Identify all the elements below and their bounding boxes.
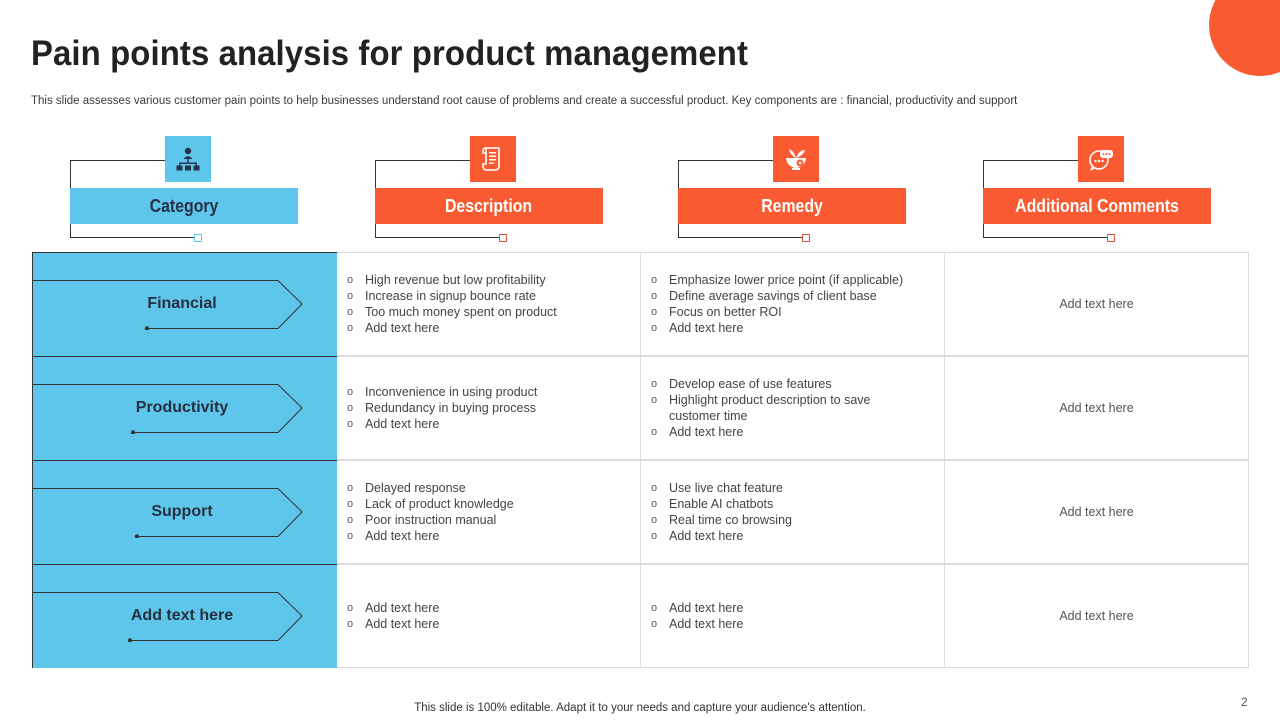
description-list: Inconvenience in using product Redundanc… xyxy=(337,384,537,432)
remedy-item: Add text here xyxy=(651,600,743,616)
remedy-list: Develop ease of use features Highlight p… xyxy=(641,376,891,440)
category-label: Support xyxy=(151,503,213,520)
description-item: Too much money spent on product xyxy=(347,304,557,320)
corner-decoration xyxy=(1209,0,1280,76)
header-label: Additional Comments xyxy=(1015,195,1179,216)
description-item: Lack of product knowledge xyxy=(347,496,514,512)
connector-dot xyxy=(499,234,507,242)
remedy-item: Focus on better ROI xyxy=(651,304,903,320)
header-label: Category xyxy=(149,195,219,216)
remedy-cell: Emphasize lower price point (if applicab… xyxy=(641,252,945,356)
header-label-bar: Additional Comments xyxy=(983,188,1211,224)
connector-dot xyxy=(1107,234,1115,242)
category-cell: Support xyxy=(32,460,337,564)
remedy-item: Enable AI chatbots xyxy=(651,496,792,512)
remedy-herb-icon xyxy=(773,136,819,182)
remedy-list: Use live chat feature Enable AI chatbots… xyxy=(641,480,792,544)
description-item: Add text here xyxy=(347,600,439,616)
page-subtitle: This slide assesses various customer pai… xyxy=(31,95,1018,107)
table-row: Support Delayed response Lack of product… xyxy=(32,460,1249,564)
category-label: Financial xyxy=(147,295,217,312)
description-item: Inconvenience in using product xyxy=(347,384,537,400)
category-cell: Productivity xyxy=(32,356,337,460)
description-cell: Add text here Add text here xyxy=(337,564,641,668)
comment-cell: Add text here xyxy=(945,356,1249,460)
remedy-item: Add text here xyxy=(651,616,743,632)
comment-text: Add text here xyxy=(1059,505,1134,519)
description-item: Increase in signup bounce rate xyxy=(347,288,557,304)
header-label-bar: Category xyxy=(70,188,298,224)
comment-text: Add text here xyxy=(1059,297,1134,311)
header-label-bar: Remedy xyxy=(678,188,906,224)
chat-bubbles-icon xyxy=(1078,136,1124,182)
category-cell: Add text here xyxy=(32,564,337,668)
comment-cell: Add text here xyxy=(945,564,1249,668)
comment-cell: Add text here xyxy=(945,460,1249,564)
org-chart-icon xyxy=(165,136,211,182)
remedy-item: Define average savings of client base xyxy=(651,288,903,304)
description-item: Redundancy in buying process xyxy=(347,400,537,416)
table-left-border xyxy=(32,252,33,668)
header-label: Remedy xyxy=(761,195,823,216)
remedy-item: Add text here xyxy=(651,320,903,336)
description-item: Add text here xyxy=(347,416,537,432)
pain-points-table: Financial High revenue but low profitabi… xyxy=(32,252,1249,668)
header-additional-comments: Additional Comments xyxy=(983,136,1215,246)
remedy-cell: Develop ease of use features Highlight p… xyxy=(641,356,945,460)
connector-dot xyxy=(802,234,810,242)
description-item: Poor instruction manual xyxy=(347,512,514,528)
page-number: 2 xyxy=(1241,695,1248,709)
description-item: Add text here xyxy=(347,616,439,632)
header-label-bar: Description xyxy=(375,188,603,224)
comment-cell: Add text here xyxy=(945,252,1249,356)
description-cell: Delayed response Lack of product knowled… xyxy=(337,460,641,564)
header-description: Description xyxy=(375,136,607,246)
remedy-cell: Add text here Add text here xyxy=(641,564,945,668)
remedy-item: Develop ease of use features xyxy=(651,376,891,392)
remedy-cell: Use live chat feature Enable AI chatbots… xyxy=(641,460,945,564)
description-list: High revenue but low profitability Incre… xyxy=(337,272,557,336)
footer-note: This slide is 100% editable. Adapt it to… xyxy=(414,702,866,714)
remedy-item: Add text here xyxy=(651,424,891,440)
description-item: Add text here xyxy=(347,320,557,336)
description-list: Add text here Add text here xyxy=(337,600,439,632)
remedy-item: Use live chat feature xyxy=(651,480,792,496)
header-category: Category xyxy=(70,136,302,246)
category-cell: Financial xyxy=(32,252,337,356)
comment-text: Add text here xyxy=(1059,609,1134,623)
connector-dot xyxy=(194,234,202,242)
description-cell: Inconvenience in using product Redundanc… xyxy=(337,356,641,460)
remedy-item: Add text here xyxy=(651,528,792,544)
description-list: Delayed response Lack of product knowled… xyxy=(337,480,514,544)
category-label: Productivity xyxy=(135,399,229,416)
description-item: Add text here xyxy=(347,528,514,544)
table-row: Productivity Inconvenience in using prod… xyxy=(32,356,1249,460)
category-label: Add text here xyxy=(130,607,234,624)
remedy-list: Add text here Add text here xyxy=(641,600,743,632)
description-cell: High revenue but low profitability Incre… xyxy=(337,252,641,356)
page-title: Pain points analysis for product managem… xyxy=(31,34,749,73)
table-row: Financial High revenue but low profitabi… xyxy=(32,252,1249,356)
remedy-item: Emphasize lower price point (if applicab… xyxy=(651,272,903,288)
remedy-list: Emphasize lower price point (if applicab… xyxy=(641,272,903,336)
header-remedy: Remedy xyxy=(678,136,910,246)
remedy-item: Highlight product description to save cu… xyxy=(651,392,891,424)
table-row: Add text here Add text here Add text her… xyxy=(32,564,1249,668)
document-scroll-icon xyxy=(470,136,516,182)
comment-text: Add text here xyxy=(1059,401,1134,415)
header-label: Description xyxy=(445,195,533,216)
description-item: Delayed response xyxy=(347,480,514,496)
remedy-item: Real time co browsing xyxy=(651,512,792,528)
description-item: High revenue but low profitability xyxy=(347,272,557,288)
